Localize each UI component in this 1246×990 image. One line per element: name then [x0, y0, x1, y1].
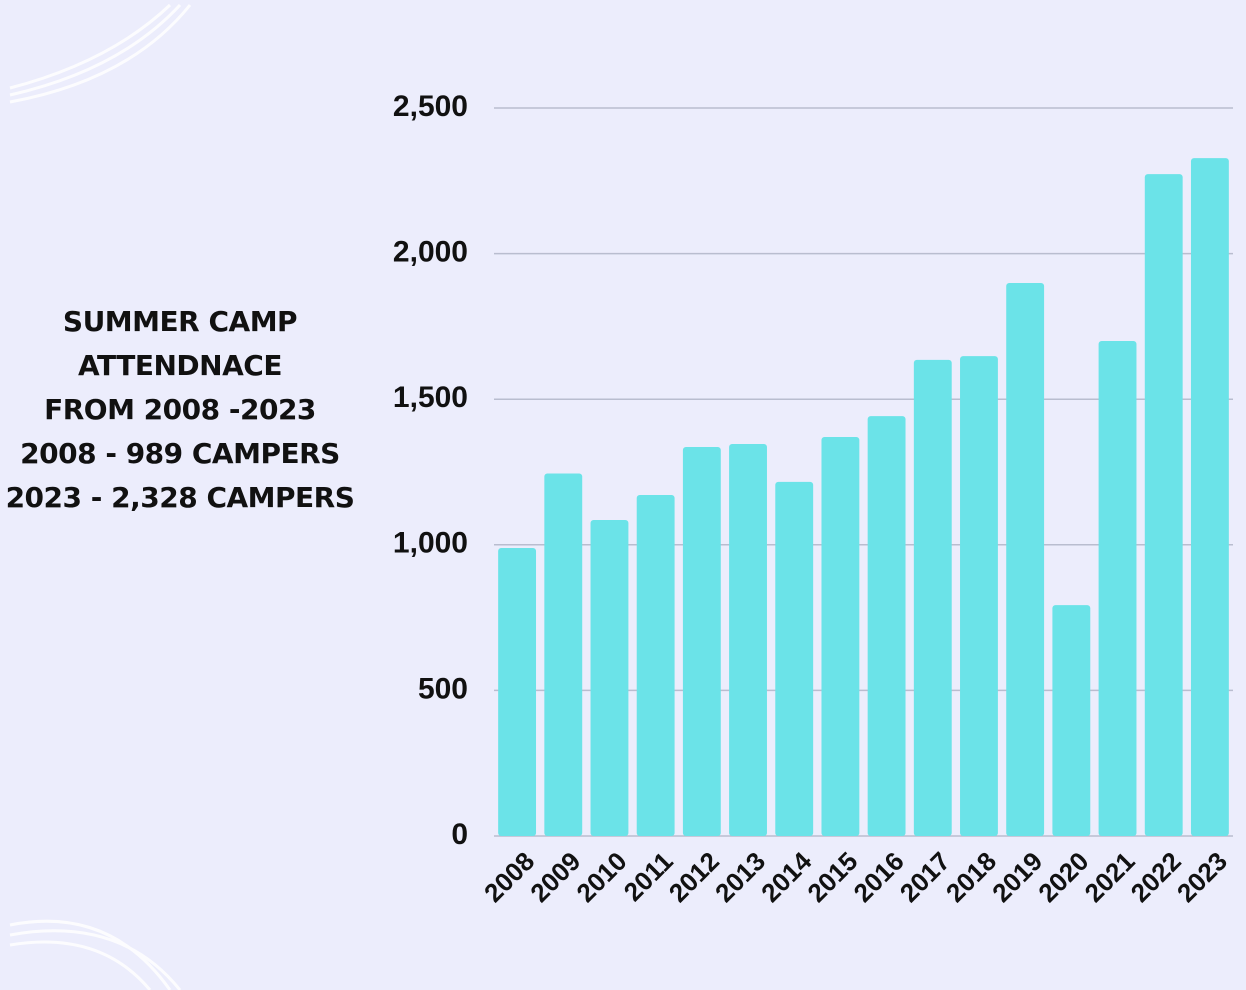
y-tick-label: 0	[451, 818, 468, 851]
x-tick-label: 2008	[478, 846, 540, 908]
x-tick-label: 2018	[940, 846, 1002, 908]
annotation: 2023 - 2,328 CAMPERS	[5, 481, 355, 514]
x-tick-label: 2020	[1032, 846, 1094, 908]
y-tick-label: 500	[418, 672, 468, 705]
bar	[960, 356, 998, 836]
x-tick-label: 2021	[1079, 846, 1141, 908]
y-tick-label: 2,500	[393, 90, 468, 123]
bar	[498, 548, 537, 836]
bar	[867, 416, 906, 836]
y-tick-label: 1,000	[393, 527, 468, 560]
y-tick-label: 1,500	[393, 381, 468, 414]
x-tick-label: 2022	[1125, 846, 1187, 908]
x-tick-label: 2017	[894, 846, 956, 908]
side-notes: 2008 - 989 CAMPERS 2023 - 2,328 CAMPERS	[0, 432, 360, 520]
x-tick-label: 2019	[986, 846, 1048, 908]
x-tick-label: 2010	[570, 846, 632, 908]
bar	[682, 446, 721, 836]
bar	[775, 481, 814, 836]
bar	[1190, 158, 1229, 836]
x-tick-label: 2012	[663, 846, 725, 908]
bar	[1006, 283, 1045, 836]
bar	[544, 473, 583, 836]
x-tick-label: 2011	[618, 846, 679, 907]
chart-title: SUMMER CAMP ATTENDNACE FROM 2008 -2023	[44, 305, 316, 426]
y-tick-label: 2,000	[393, 236, 468, 269]
x-tick-label: 2009	[524, 846, 586, 908]
x-tick-label: 2015	[801, 846, 863, 908]
x-tick-label: 2014	[755, 846, 817, 908]
annotation: 2008 - 989 CAMPERS	[20, 437, 340, 470]
bar	[1052, 605, 1091, 836]
bar	[821, 437, 860, 836]
decoration	[9, 3, 192, 990]
x-tick-label: 2016	[848, 846, 910, 908]
x-tick-label: 2013	[709, 846, 771, 908]
bar	[1098, 340, 1137, 836]
bar	[729, 444, 767, 836]
bar	[636, 495, 675, 836]
bar	[1144, 174, 1183, 836]
bar	[913, 359, 952, 836]
x-tick-label: 2023	[1171, 846, 1233, 908]
bar	[590, 520, 629, 836]
